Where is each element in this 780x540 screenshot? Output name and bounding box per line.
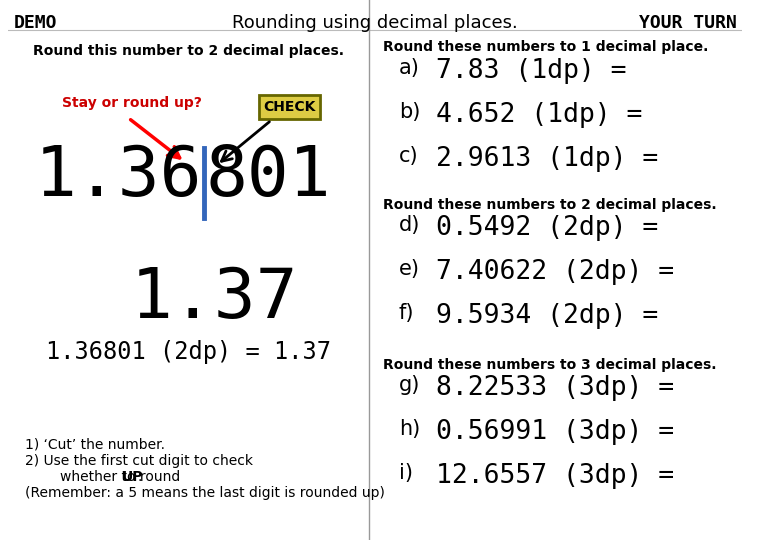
Text: 8.22533 (3dp) =: 8.22533 (3dp) =: [436, 375, 675, 401]
Text: 1.36: 1.36: [34, 143, 202, 210]
Text: YOUR TURN: YOUR TURN: [639, 14, 737, 32]
Text: Stay or round up?: Stay or round up?: [62, 96, 202, 110]
Text: Round these numbers to 3 decimal places.: Round these numbers to 3 decimal places.: [383, 358, 716, 372]
Text: DEMO: DEMO: [13, 14, 57, 32]
FancyBboxPatch shape: [259, 95, 320, 119]
Text: d): d): [399, 215, 420, 235]
Text: 0.56991 (3dp) =: 0.56991 (3dp) =: [436, 419, 675, 445]
Text: Round these numbers to 2 decimal places.: Round these numbers to 2 decimal places.: [383, 198, 716, 212]
Text: .: .: [138, 470, 142, 484]
Text: UP: UP: [122, 470, 144, 484]
Text: f): f): [399, 303, 414, 323]
Text: 4.652 (1dp) =: 4.652 (1dp) =: [436, 102, 643, 128]
Text: i): i): [399, 463, 413, 483]
Text: Round this number to 2 decimal places.: Round this number to 2 decimal places.: [34, 44, 344, 58]
Text: 7.40622 (2dp) =: 7.40622 (2dp) =: [436, 259, 675, 285]
Text: 2.9613 (1dp) =: 2.9613 (1dp) =: [436, 146, 658, 172]
Text: e): e): [399, 259, 420, 279]
Text: 1) ‘Cut’ the number.: 1) ‘Cut’ the number.: [25, 438, 165, 452]
Text: c): c): [399, 146, 418, 166]
Text: 0.5492 (2dp) =: 0.5492 (2dp) =: [436, 215, 658, 241]
Text: h): h): [399, 419, 420, 439]
Text: 12.6557 (3dp) =: 12.6557 (3dp) =: [436, 463, 675, 489]
Text: a): a): [399, 58, 420, 78]
Text: 801: 801: [206, 143, 332, 210]
Text: 1.36801 (2dp) = 1.37: 1.36801 (2dp) = 1.37: [46, 340, 332, 364]
Text: 2) Use the first cut digit to check: 2) Use the first cut digit to check: [25, 454, 253, 468]
Text: 1.37: 1.37: [130, 265, 298, 332]
Text: b): b): [399, 102, 420, 122]
Text: 9.5934 (2dp) =: 9.5934 (2dp) =: [436, 303, 658, 329]
Text: 7.83 (1dp) =: 7.83 (1dp) =: [436, 58, 627, 84]
Text: (Remember: a 5 means the last digit is rounded up): (Remember: a 5 means the last digit is r…: [25, 486, 385, 500]
Text: Rounding using decimal places.: Rounding using decimal places.: [232, 14, 518, 32]
Text: g): g): [399, 375, 420, 395]
Text: whether to round: whether to round: [25, 470, 184, 484]
Text: CHECK: CHECK: [263, 100, 316, 114]
Text: Round these numbers to 1 decimal place.: Round these numbers to 1 decimal place.: [383, 40, 708, 54]
